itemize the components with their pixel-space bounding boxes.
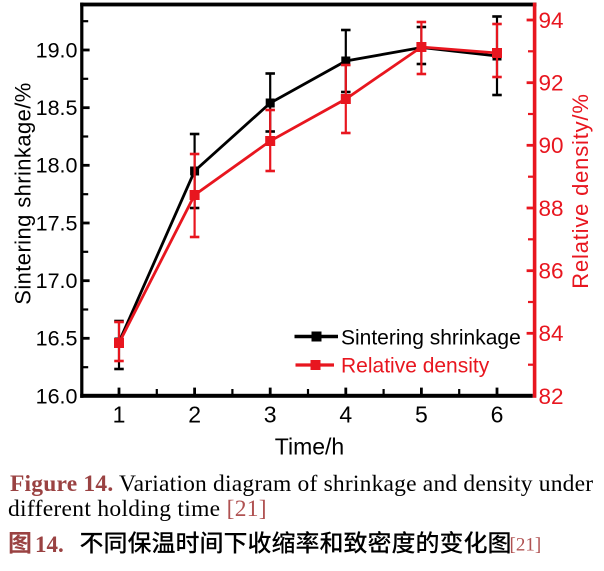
svg-text:18.0: 18.0 [36,154,78,178]
svg-text:Time/h: Time/h [275,434,344,460]
svg-text:Relative density/%: Relative density/% [568,93,593,288]
svg-text:84: 84 [539,321,564,346]
svg-text:5: 5 [415,402,428,428]
svg-text:86: 86 [539,259,564,284]
svg-text:4: 4 [339,402,352,428]
svg-text:2: 2 [188,402,201,428]
svg-text:90: 90 [539,133,564,158]
svg-text:Relative density: Relative density [341,355,490,378]
svg-text:92: 92 [539,71,564,96]
svg-text:19.0: 19.0 [36,38,78,62]
svg-text:14.: 14. [35,532,64,557]
svg-text:Sintering shrinkage/%: Sintering shrinkage/% [11,82,36,304]
svg-text:16.5: 16.5 [36,327,78,351]
svg-text:3: 3 [264,402,277,428]
svg-text:88: 88 [539,196,564,221]
svg-text:17.0: 17.0 [36,269,78,293]
svg-text:16.0: 16.0 [36,384,78,408]
svg-text:94: 94 [539,8,564,33]
svg-text:17.5: 17.5 [36,211,78,235]
svg-text:6: 6 [491,402,504,428]
svg-text:82: 82 [539,384,564,409]
svg-text:[21]: [21] [510,535,542,556]
svg-text:18.5: 18.5 [36,96,78,120]
svg-text:1: 1 [113,402,126,428]
svg-text:Sintering shrinkage: Sintering shrinkage [341,327,521,350]
